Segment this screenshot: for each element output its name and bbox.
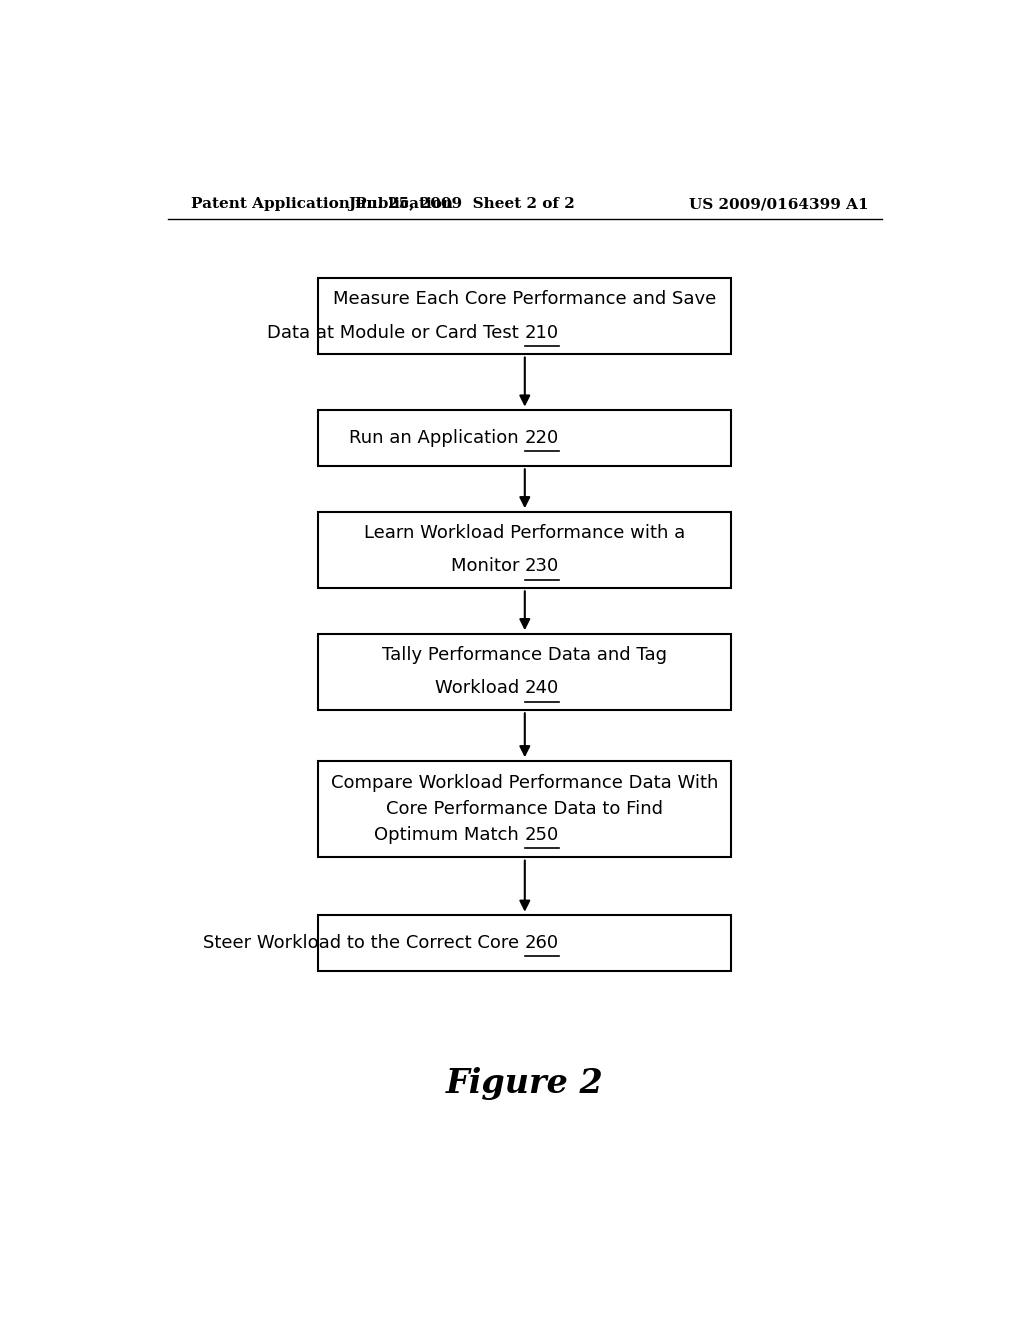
Text: Jun. 25, 2009  Sheet 2 of 2: Jun. 25, 2009 Sheet 2 of 2: [348, 197, 574, 211]
Bar: [318, 634, 731, 710]
Bar: [318, 760, 731, 857]
Text: Compare Workload Performance Data With: Compare Workload Performance Data With: [331, 774, 719, 792]
Text: Workload: Workload: [435, 680, 524, 697]
Text: US 2009/0164399 A1: US 2009/0164399 A1: [689, 197, 868, 211]
Text: Patent Application Publication: Patent Application Publication: [191, 197, 454, 211]
Text: Measure Each Core Performance and Save: Measure Each Core Performance and Save: [333, 290, 717, 308]
Bar: [318, 915, 731, 972]
Text: 240: 240: [524, 680, 559, 697]
Text: Tally Performance Data and Tag: Tally Performance Data and Tag: [382, 645, 668, 664]
Text: Core Performance Data to Find: Core Performance Data to Find: [386, 800, 664, 818]
Bar: [318, 512, 731, 587]
Text: Run an Application: Run an Application: [349, 429, 524, 447]
Text: 230: 230: [524, 557, 559, 576]
Text: Optimum Match: Optimum Match: [375, 826, 524, 843]
Text: 210: 210: [524, 323, 559, 342]
Text: Learn Workload Performance with a: Learn Workload Performance with a: [365, 524, 685, 543]
Text: Steer Workload to the Correct Core: Steer Workload to the Correct Core: [203, 935, 524, 952]
Bar: [318, 277, 731, 354]
Bar: [318, 411, 731, 466]
Text: 260: 260: [524, 935, 559, 952]
Text: Figure 2: Figure 2: [445, 1067, 604, 1100]
Text: Monitor: Monitor: [451, 557, 524, 576]
Text: 250: 250: [524, 826, 559, 843]
Text: 220: 220: [524, 429, 559, 447]
Text: Data at Module or Card Test: Data at Module or Card Test: [267, 323, 524, 342]
